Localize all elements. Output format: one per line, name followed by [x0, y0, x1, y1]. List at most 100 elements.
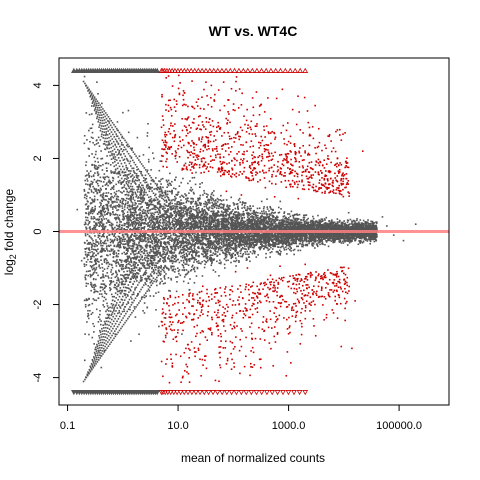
gray-point [128, 208, 130, 211]
gray-point [149, 265, 151, 268]
gray-point [161, 221, 164, 224]
gray-point [93, 217, 96, 220]
gray-point [105, 203, 107, 206]
gray-point [98, 205, 101, 208]
gray-point [231, 247, 234, 250]
gray-point [246, 224, 249, 227]
gray-point [108, 179, 111, 182]
gray-point [223, 239, 225, 242]
gray-point [276, 246, 279, 248]
gray-point [150, 234, 152, 237]
gray-point [140, 277, 142, 279]
gray-point [369, 223, 371, 225]
gray-point [121, 224, 123, 227]
gray-point [226, 254, 228, 256]
gray-point [188, 259, 191, 261]
gray-point [123, 260, 126, 262]
gray-point [205, 237, 208, 240]
gray-point [186, 213, 188, 216]
gray-point [180, 217, 183, 219]
gray-point [167, 208, 169, 210]
gray-point [123, 199, 125, 201]
gray-point [262, 221, 264, 224]
gray-point [97, 173, 100, 176]
gray-point [146, 255, 149, 257]
gray-point [173, 217, 176, 219]
gray-point [234, 253, 237, 256]
gray-point [266, 246, 268, 249]
gray-point [299, 239, 302, 241]
gray-point [154, 211, 156, 214]
gray-point [185, 198, 187, 200]
gray-point [285, 221, 287, 224]
gray-point [148, 205, 150, 207]
gray-point [174, 207, 177, 210]
gray-point [104, 176, 107, 179]
gray-point [144, 174, 147, 177]
gray-point [111, 295, 114, 298]
gray-point [279, 246, 282, 249]
gray-point [160, 189, 163, 192]
gray-point [126, 233, 128, 235]
gray-point [171, 265, 174, 268]
gray-point [257, 254, 259, 256]
gray-point [185, 242, 188, 245]
gray-point [89, 196, 91, 199]
gray-point [234, 248, 237, 250]
gray-point [86, 170, 88, 172]
gray-point [105, 199, 107, 201]
gray-point [160, 267, 162, 269]
gray-point [95, 239, 97, 241]
gray-point [148, 289, 151, 292]
gray-point [121, 281, 123, 283]
gray-point [307, 217, 309, 220]
gray-point [266, 208, 269, 210]
gray-point [263, 247, 265, 250]
gray-point [210, 257, 213, 259]
gray-point [150, 250, 153, 253]
gray-point [240, 213, 242, 216]
gray-point [197, 199, 199, 202]
gray-point [118, 311, 121, 314]
gray-point [197, 237, 199, 239]
gray-point [113, 250, 116, 252]
gray-point [185, 244, 187, 247]
gray-point [187, 182, 189, 185]
gray-point [109, 164, 112, 166]
gray-point [119, 221, 121, 223]
gray-point [133, 223, 136, 225]
gray-point [295, 240, 298, 242]
gray-point [180, 244, 183, 247]
gray-point [103, 235, 105, 238]
gray-point [158, 211, 161, 214]
gray-point [161, 217, 164, 220]
gray-point [205, 248, 207, 251]
gray-point [343, 239, 346, 242]
gray-point [186, 247, 189, 249]
gray-point [267, 216, 269, 219]
gray-point [114, 284, 116, 286]
gray-point [143, 265, 146, 267]
gray-point [201, 216, 204, 219]
gray-point [223, 219, 225, 222]
gray-point [296, 218, 299, 221]
gray-point [100, 244, 102, 247]
gray-point [116, 245, 119, 247]
gray-point [209, 249, 212, 252]
gray-point [369, 239, 371, 241]
gray-point [209, 195, 212, 198]
gray-point [99, 290, 102, 292]
gray-point [120, 261, 123, 263]
gray-point [314, 229, 316, 231]
gray-point [89, 202, 92, 204]
gray-point [105, 170, 108, 172]
gray-point [101, 185, 104, 187]
gray-point [100, 366, 103, 369]
gray-point [175, 276, 177, 279]
gray-point [122, 233, 124, 236]
gray-point [98, 145, 101, 147]
gray-point [273, 212, 275, 214]
gray-point [107, 221, 110, 223]
gray-point [247, 253, 249, 256]
gray-point [202, 194, 204, 196]
